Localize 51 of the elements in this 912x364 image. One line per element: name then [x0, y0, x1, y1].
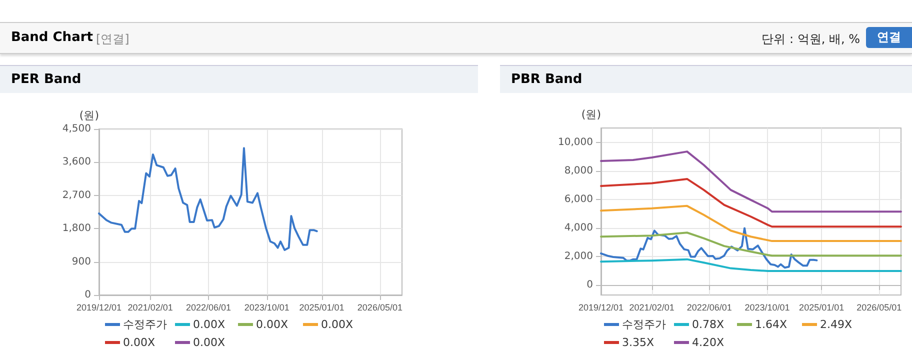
legend-label: 수정주가 — [122, 317, 167, 333]
legend-label: 0.00X — [320, 317, 354, 333]
legend-label: 0.00X — [192, 335, 226, 351]
legend-label: 0.00X — [255, 317, 288, 333]
y-tick-label: 10,000 — [558, 136, 593, 148]
line-series — [600, 204, 902, 242]
x-tick-label: 2023/10/01 — [244, 302, 290, 312]
text: 연결 — [866, 27, 912, 48]
line-series — [600, 227, 818, 269]
legend-label: 3.35X — [621, 335, 654, 351]
x-tick-label: 2025/01/01 — [799, 302, 844, 312]
legend-label: 0.78X — [691, 317, 724, 333]
y-tick-label: 4,000 — [564, 222, 593, 234]
legend-label: 0.00X — [122, 335, 156, 351]
legend-label: 4.20X — [691, 335, 724, 351]
x-tick-label: 2022/06/01 — [686, 302, 732, 312]
y-tick-label: 4,500 — [62, 124, 91, 134]
legend-label: 2.49X — [819, 317, 852, 333]
legend-label: 0.00X — [192, 317, 226, 333]
text: [연결] — [96, 31, 130, 48]
y-tick-label: 0 — [84, 290, 91, 300]
line-series — [600, 258, 902, 272]
x-tick-label: 2021/02/01 — [128, 302, 173, 312]
y-axis-title: (원) — [79, 109, 99, 122]
y-tick-label: 6,000 — [564, 194, 593, 205]
legend-label: 수정주가 — [621, 317, 666, 333]
x-tick-label: 2021/02/01 — [629, 302, 674, 312]
x-tick-label: 2023/10/01 — [744, 302, 790, 312]
y-tick-label: 1,800 — [62, 223, 91, 234]
x-tick-label: 2019/12/01 — [578, 302, 624, 312]
x-tick-label: 2025/01/01 — [299, 302, 344, 312]
y-tick-label: 900 — [72, 256, 91, 268]
y-tick-label: 2,700 — [62, 190, 91, 201]
x-tick-label: 2022/06/01 — [186, 302, 231, 312]
y-axis-title: (원) — [581, 108, 601, 121]
line-series — [600, 178, 902, 228]
line-series — [98, 147, 318, 251]
x-tick-label: 2019/12/01 — [76, 302, 122, 312]
text: 단위 : 억원, 배, % — [762, 31, 860, 48]
legend-label: 1.64X — [754, 317, 788, 333]
x-tick-label: 2026/05/01 — [357, 302, 402, 312]
text: Band Chart — [11, 30, 93, 45]
line-series — [600, 150, 902, 213]
y-tick-label: 2,000 — [564, 250, 593, 262]
y-tick-label: 8,000 — [564, 165, 593, 176]
chart-title: PER Band — [0, 65, 478, 93]
chart-title: PBR Band — [500, 65, 912, 93]
line-series — [600, 232, 902, 257]
y-tick-label: 0 — [586, 280, 593, 291]
x-tick-label: 2026/05/01 — [856, 302, 902, 312]
y-tick-label: 3,600 — [62, 156, 91, 168]
